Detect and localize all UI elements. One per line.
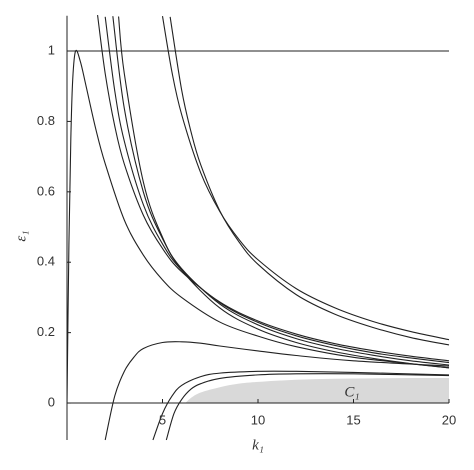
annotation: C₁ — [344, 384, 359, 400]
y-tick-label: 0 — [48, 394, 55, 409]
y-tick-label: 0.2 — [37, 324, 55, 339]
curve — [97, 15, 450, 362]
curve — [104, 16, 450, 364]
x-tick-label: 20 — [442, 412, 456, 427]
curve — [104, 341, 450, 441]
y-tick-label: 0.6 — [37, 183, 55, 198]
x-tick-label: 10 — [251, 412, 265, 427]
x-axis-label: k₁ — [252, 437, 264, 453]
curve — [165, 373, 450, 441]
x-tick-label: 15 — [346, 412, 360, 427]
y-axis-label: ε₁ — [13, 230, 29, 241]
curve — [161, 16, 450, 341]
region — [185, 378, 450, 404]
x-tick-label: 5 — [159, 412, 166, 427]
y-tick-label: 1 — [48, 42, 55, 57]
curve — [112, 16, 450, 366]
y-tick-label: 0.8 — [37, 113, 55, 128]
curve — [67, 49, 450, 404]
curve — [118, 16, 450, 369]
plot-area — [67, 15, 450, 441]
curve — [169, 16, 450, 346]
y-tick-label: 0.4 — [37, 254, 55, 269]
